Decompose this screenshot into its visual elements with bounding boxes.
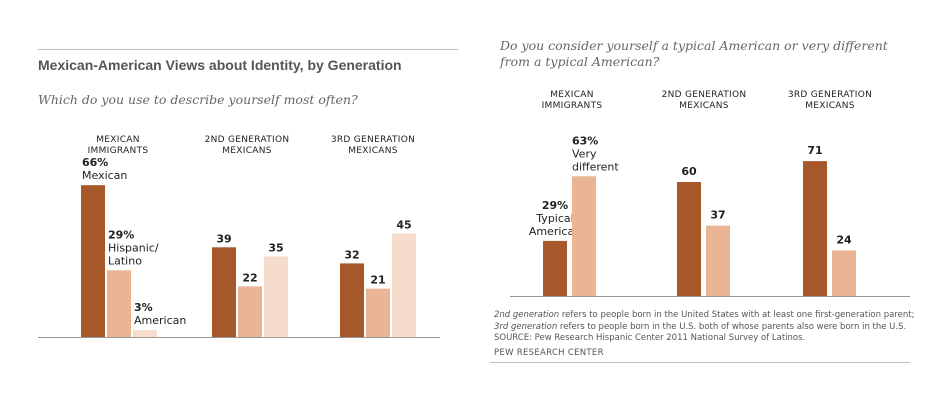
- left-value-label-g3-s3: 45: [396, 219, 411, 232]
- left-chart-title: Mexican-American Views about Identity, b…: [38, 57, 402, 73]
- right-bar-g3-s2: [832, 250, 856, 296]
- right-bar-g3-s1: [803, 161, 827, 296]
- right-group-label-1: MEXICAN IMMIGRANTS: [541, 90, 603, 111]
- left-group-label-2: 2ND GENERATION MEXICANS: [204, 135, 290, 156]
- right-group-label-2: 2ND GENERATION MEXICANS: [661, 90, 747, 111]
- left-group-label-3: 3RD GENERATION MEXICANS: [330, 135, 416, 156]
- left-value-label-g3-s1: 32: [344, 248, 359, 261]
- left-bar-g1-s2: [107, 270, 131, 337]
- left-value-label-g2-s1: 39: [216, 232, 231, 245]
- left-bar-g3-s1: [340, 263, 364, 337]
- left-series-label-s2: Hispanic/Latino: [108, 241, 159, 267]
- left-bar-g2-s2: [238, 286, 262, 337]
- right-group-label-3: 3RD GENERATION MEXICANS: [787, 90, 873, 111]
- right-chart-question: Do you consider yourself a typical Ameri…: [500, 38, 888, 69]
- left-bar-g3-s2: [366, 288, 390, 337]
- right-bottom-rule: [490, 362, 910, 363]
- footnote-text-2: refers to people born in the U.S. both o…: [494, 321, 907, 344]
- right-bar-g1-s2: [572, 176, 596, 296]
- source-credit: PEW RESEARCH CENTER: [494, 348, 604, 358]
- left-value-label-g1-s3: 3%: [134, 301, 153, 314]
- left-value-label-g2-s3: 35: [268, 242, 283, 255]
- left-bar-g2-s1: [212, 247, 236, 337]
- footnote-term-2nd: 2nd generation: [494, 310, 560, 320]
- right-value-label-g2-s1: 60: [681, 165, 697, 178]
- left-bar-g2-s3: [264, 256, 288, 337]
- right-series-label-s2: Very different: [572, 147, 619, 173]
- left-top-rule: [38, 49, 458, 50]
- left-bar-g1-s1: [81, 185, 105, 337]
- right-bar-g2-s1: [677, 182, 701, 296]
- right-bar-g2-s2: [706, 225, 730, 296]
- left-bar-g3-s3: [392, 233, 416, 337]
- left-value-label-g1-s2: 29%: [108, 228, 134, 241]
- right-value-label-g2-s2: 37: [710, 209, 725, 222]
- right-value-label-g3-s2: 24: [836, 233, 852, 246]
- footnote-text-1: refers to people born in the United Stat…: [559, 310, 915, 320]
- right-value-label-g3-s1: 71: [807, 144, 822, 157]
- left-bar-g1-s3: [133, 330, 157, 337]
- left-value-label-g1-s1: 66%: [82, 156, 108, 169]
- left-series-label-s3: American: [134, 314, 186, 327]
- left-value-label-g2-s2: 22: [242, 271, 257, 284]
- right-value-label-g1-s2: 63%: [572, 134, 598, 147]
- left-chart-question: Which do you use to describe yourself mo…: [38, 92, 358, 107]
- right-value-label-g1-s1: 29%: [542, 199, 568, 212]
- left-group-label-1: MEXICAN IMMIGRANTS: [87, 135, 149, 156]
- footnote: 2nd generation refers to people born in …: [494, 310, 919, 345]
- left-value-label-g3-s2: 21: [370, 274, 385, 287]
- footnote-term-3rd: 3rd generation: [494, 321, 558, 332]
- right-series-label-s1: Typical American: [529, 212, 581, 238]
- right-bar-g1-s1: [543, 240, 567, 296]
- left-series-label-s1: Mexican: [82, 169, 127, 182]
